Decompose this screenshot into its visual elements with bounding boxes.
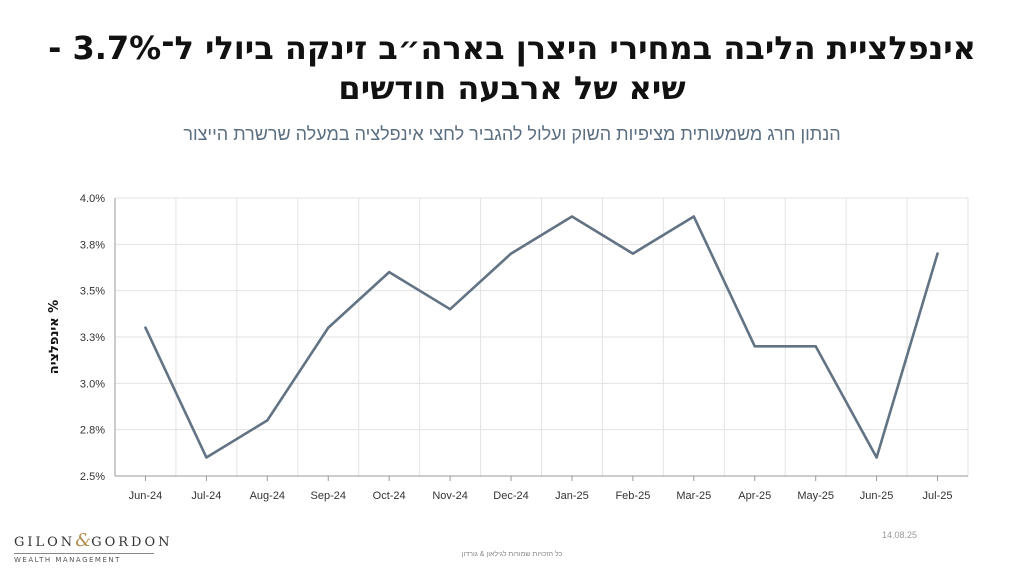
x-tick-label: Apr-25 <box>738 490 771 502</box>
data-point <box>631 252 635 255</box>
logo-word-gilon: GILON <box>14 535 76 550</box>
data-point <box>753 345 756 348</box>
data-point <box>387 270 391 274</box>
data-point <box>327 326 330 329</box>
y-tick-label: 4.0% <box>80 193 105 205</box>
x-tick-label: Oct-24 <box>373 490 406 502</box>
data-point <box>509 252 513 255</box>
data-point <box>144 326 147 329</box>
data-point <box>936 252 939 255</box>
data-point <box>205 456 208 459</box>
x-tick-label: Jul-24 <box>191 490 221 502</box>
x-tick-label: Jul-25 <box>923 490 953 502</box>
x-tick-label: Nov-24 <box>432 490 467 502</box>
data-point <box>448 308 452 311</box>
x-tick-label: Feb-25 <box>615 490 650 502</box>
y-tick-label: 2.5% <box>80 471 105 483</box>
y-tick-label: 3.0% <box>80 378 105 390</box>
data-point <box>875 456 878 459</box>
x-tick-label: Dec-24 <box>493 490 528 502</box>
data-point <box>814 345 817 348</box>
x-tick-label: Jun-24 <box>129 490 163 502</box>
logo-word-gordon: GORDON <box>91 535 173 550</box>
chart-title-line2: שיא של ארבעה חודשים <box>338 69 686 107</box>
y-tick-label: 2.8% <box>80 425 105 437</box>
x-tick-label: Jan-25 <box>555 490 589 502</box>
series-line <box>144 215 939 459</box>
logo-ampersand: & <box>75 530 92 551</box>
data-point <box>692 215 696 218</box>
chart-title-line1: אינפלציית הליבה במחירי היצרן בארה״ב זינק… <box>48 29 976 67</box>
x-tick-label: May-25 <box>797 490 834 502</box>
x-tick-label: Jun-25 <box>860 490 894 502</box>
x-tick-label: Aug-24 <box>250 490 285 502</box>
copyright-footer: כל הזכויות שמורות לגילאון & גורדון <box>461 551 563 558</box>
chart-title: אינפלציית הליבה במחירי היצרן בארה״ב זינק… <box>0 28 1024 108</box>
company-logo: GILON&GORDON WEALTH MANAGEMENT <box>14 530 170 564</box>
logo-subtitle: WEALTH MANAGEMENT <box>14 556 121 564</box>
y-tick-label: 3.3% <box>80 332 105 344</box>
y-tick-label: 3.5% <box>80 286 105 298</box>
y-axis-label: % אינפלציה <box>47 300 62 374</box>
report-date: 14.08.25 <box>882 530 918 540</box>
chart-subtitle: הנתון חרג משמעותית מציפיות השוק ועלול לה… <box>183 124 841 144</box>
data-point <box>570 215 574 218</box>
x-tick-label: Sep-24 <box>311 490 346 502</box>
x-tick-label: Mar-25 <box>676 490 711 502</box>
logo-divider <box>14 553 154 554</box>
y-tick-label: 3.8% <box>80 239 105 251</box>
data-point <box>266 419 269 422</box>
